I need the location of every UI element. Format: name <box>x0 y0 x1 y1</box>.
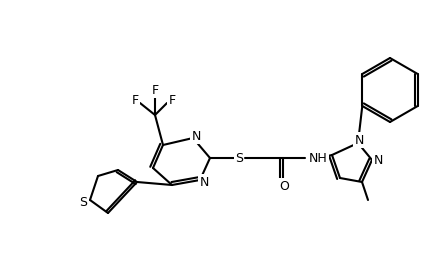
Text: S: S <box>235 152 243 165</box>
Text: F: F <box>169 94 176 108</box>
Text: S: S <box>79 196 87 208</box>
Text: NH: NH <box>309 151 328 165</box>
Text: N: N <box>354 133 364 147</box>
Text: F: F <box>132 94 139 108</box>
Text: O: O <box>279 180 289 192</box>
Text: F: F <box>151 84 158 96</box>
Text: N: N <box>373 155 383 167</box>
Text: N: N <box>191 130 201 142</box>
Text: N: N <box>199 175 209 189</box>
